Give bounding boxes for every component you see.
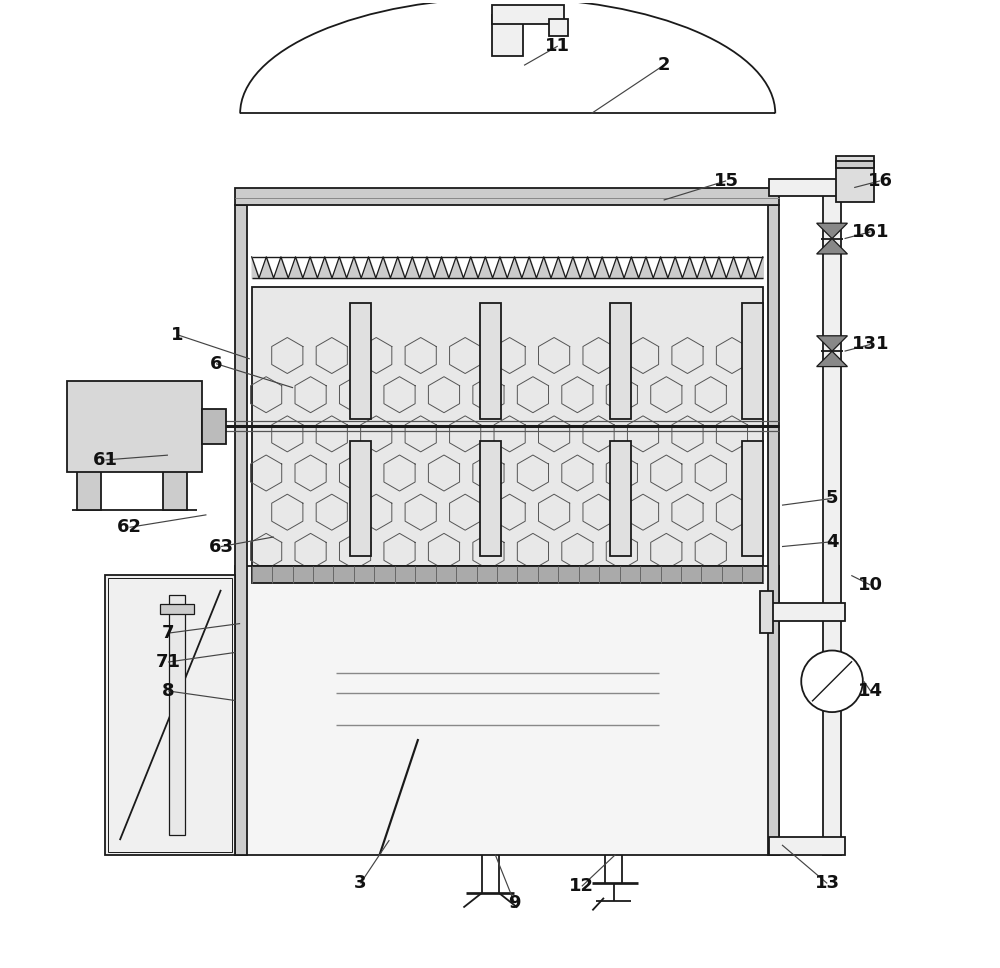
- Text: 3: 3: [354, 874, 367, 892]
- Bar: [480, 440, 501, 557]
- Text: 16: 16: [868, 172, 893, 190]
- Bar: [492, 15, 523, 56]
- Bar: [823, 188, 841, 855]
- Bar: [610, 440, 631, 557]
- Bar: [77, 470, 101, 510]
- Bar: [549, 19, 568, 37]
- Bar: [169, 594, 185, 835]
- Text: 12: 12: [569, 877, 594, 895]
- Bar: [235, 205, 247, 855]
- Bar: [252, 566, 763, 583]
- Circle shape: [801, 650, 863, 712]
- Bar: [350, 440, 371, 557]
- Bar: [760, 590, 773, 633]
- Bar: [160, 604, 194, 614]
- Bar: [769, 837, 845, 855]
- Text: 15: 15: [714, 172, 739, 190]
- Text: 14: 14: [858, 681, 883, 700]
- Bar: [742, 303, 763, 418]
- Text: 61: 61: [93, 451, 118, 469]
- Bar: [769, 603, 845, 620]
- Bar: [108, 578, 232, 852]
- Text: 8: 8: [162, 681, 174, 700]
- Bar: [252, 287, 763, 566]
- Bar: [350, 303, 371, 418]
- Bar: [105, 575, 235, 855]
- Bar: [202, 408, 226, 443]
- Polygon shape: [817, 238, 847, 254]
- Text: 10: 10: [858, 576, 883, 594]
- Bar: [836, 161, 874, 168]
- Bar: [67, 380, 202, 472]
- Text: 131: 131: [852, 336, 889, 353]
- Text: 161: 161: [852, 223, 889, 241]
- Text: 4: 4: [826, 532, 838, 551]
- Text: 1: 1: [171, 326, 184, 344]
- Text: 7: 7: [162, 624, 174, 642]
- Bar: [480, 303, 501, 418]
- Text: 62: 62: [117, 518, 142, 536]
- Text: 11: 11: [545, 37, 570, 55]
- Bar: [742, 440, 763, 557]
- Text: 2: 2: [657, 56, 670, 75]
- Text: 5: 5: [826, 490, 838, 507]
- Bar: [769, 179, 841, 197]
- Text: 63: 63: [208, 537, 233, 556]
- Polygon shape: [817, 336, 847, 351]
- Text: 13: 13: [815, 874, 840, 892]
- Bar: [235, 566, 779, 855]
- Text: 71: 71: [155, 653, 180, 671]
- Text: 9: 9: [508, 893, 521, 912]
- Bar: [492, 5, 564, 24]
- Bar: [836, 156, 874, 202]
- Text: 6: 6: [210, 354, 222, 373]
- Bar: [163, 470, 187, 510]
- Bar: [610, 303, 631, 418]
- Polygon shape: [817, 224, 847, 238]
- Bar: [235, 188, 779, 205]
- Bar: [768, 205, 779, 855]
- Polygon shape: [817, 351, 847, 367]
